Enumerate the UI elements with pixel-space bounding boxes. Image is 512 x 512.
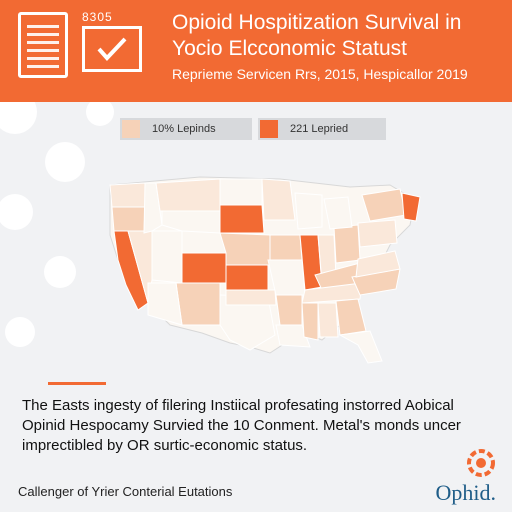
state-new-england <box>401 192 421 222</box>
state-alabama <box>317 302 339 338</box>
state-ohio <box>333 224 361 264</box>
state-montana <box>155 178 221 212</box>
state-oregon <box>111 206 146 234</box>
state-tennessee <box>301 282 363 304</box>
state-washington <box>109 182 146 208</box>
state-wisconsin <box>294 192 323 230</box>
brand-name: Ophid. <box>435 480 497 505</box>
state-nebraska <box>219 232 271 266</box>
legend-label-low: 10% Lepinds <box>152 123 216 135</box>
state-new-mexico <box>175 282 221 326</box>
brand-logo: Ophid. <box>435 448 497 506</box>
state-colorado <box>181 252 227 284</box>
state-utah <box>151 230 183 284</box>
legend-swatch-high <box>260 120 278 138</box>
legend-swatch-low <box>122 120 140 138</box>
legend-item-high: 221 Lepried <box>258 118 386 140</box>
footer-caption: Callenger of Yrier Conterial Eutations <box>18 484 233 499</box>
state-virginia <box>355 250 401 278</box>
state-louisiana <box>275 324 311 348</box>
state-georgia <box>335 298 367 336</box>
state-pennsylvania <box>357 219 398 248</box>
state-arkansas <box>275 294 303 326</box>
logo-mark-icon <box>467 449 495 477</box>
checkbox-check-icon <box>82 26 142 72</box>
state-mississippi <box>301 302 319 341</box>
state-iowa <box>269 234 303 261</box>
state-kansas <box>225 264 269 291</box>
state-michigan <box>323 196 353 230</box>
state-minnesota <box>261 178 296 221</box>
state-wyoming <box>161 210 221 234</box>
decorative-circles <box>0 102 114 347</box>
state-oklahoma <box>225 289 277 306</box>
document-number: 8305 <box>82 10 113 24</box>
legend-label-high: 221 Lepried <box>290 123 349 135</box>
description-text: The Easts ingesty of filering Instiical … <box>22 397 461 454</box>
legend-item-low: 10% Lepinds <box>120 118 252 140</box>
state-arizona <box>147 282 183 326</box>
state-south-dakota <box>219 204 265 234</box>
state-new-york <box>361 188 407 222</box>
page-subtitle: Reprieme Servicen Rrs, 2015, Hespicallor… <box>172 66 468 82</box>
state-north-dakota <box>219 178 263 206</box>
state-florida <box>338 330 383 364</box>
document-icon <box>18 12 68 78</box>
accent-rule <box>48 382 106 385</box>
page-title: Opioid Hospitization Survival in Yocio E… <box>172 11 462 60</box>
header-banner: 8305 Opioid Hospitization Survival in Yo… <box>0 0 512 102</box>
us-map <box>109 176 421 364</box>
